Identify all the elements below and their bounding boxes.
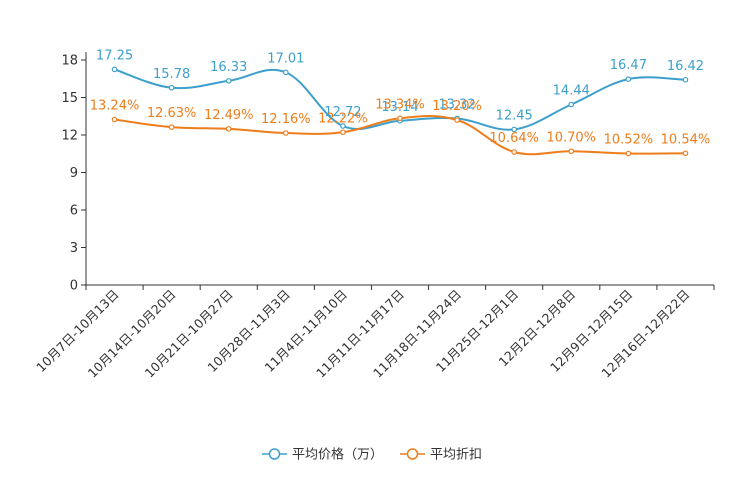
data-label: 16.42 [667, 59, 704, 74]
y-tick-label: 15 [61, 91, 78, 106]
data-label: 10.52% [604, 133, 654, 148]
data-point[interactable] [511, 149, 517, 155]
data-label: 13.20% [432, 99, 482, 114]
data-point[interactable] [283, 130, 289, 136]
data-label: 12.63% [147, 106, 197, 121]
data-point[interactable] [568, 148, 575, 155]
y-tick-label: 9 [70, 166, 78, 181]
data-point[interactable] [225, 126, 232, 132]
data-label: 17.01 [267, 51, 304, 66]
legend-marker [268, 448, 281, 460]
axes [85, 52, 715, 290]
legend[interactable]: 平均价格（万） 平均折扣 [262, 447, 482, 463]
y-tick-label: 0 [70, 279, 78, 294]
data-labels: 17.25 15.78 16.33 17.01 12.72 13.14 13.32 12.45… [90, 48, 710, 147]
data-label: 15.78 [153, 67, 190, 82]
data-label: 10.70% [546, 130, 596, 145]
data-point[interactable] [225, 78, 232, 84]
data-label: 12.45 [496, 108, 533, 123]
data-label: 12.72 [324, 105, 361, 120]
data-label: 12.49% [204, 108, 254, 123]
legend-item-1[interactable]: 平均折扣 [400, 448, 482, 463]
data-point[interactable] [682, 150, 689, 157]
data-label: 12.22% [318, 111, 368, 126]
data-label: 14.44 [553, 84, 590, 99]
data-point[interactable] [397, 115, 403, 122]
data-label: 16.33 [210, 60, 247, 75]
y-axis-ticks: 0 3 6 9 12 15 18 [61, 54, 86, 294]
y-tick-label: 3 [70, 241, 78, 256]
series-lines [111, 66, 689, 157]
y-tick-label: 6 [70, 204, 78, 219]
data-point[interactable] [568, 101, 575, 108]
data-point[interactable] [340, 129, 346, 136]
data-point[interactable] [283, 69, 289, 76]
y-tick-label: 18 [61, 54, 78, 69]
data-point[interactable] [111, 66, 118, 73]
data-label: 12.16% [261, 112, 311, 127]
data-label: 16.47 [610, 58, 647, 73]
data-point[interactable] [340, 123, 346, 129]
data-point[interactable] [682, 76, 689, 83]
legend-marker [406, 448, 419, 460]
x-axis-labels: 10月7日-10月13日10月14日-10月20日10月21日-10月27日10… [33, 287, 692, 381]
data-point[interactable] [168, 84, 175, 91]
data-point[interactable] [511, 126, 517, 133]
data-label: 13.24% [90, 99, 140, 114]
data-label: 13.14 [381, 100, 418, 115]
data-label: 10.64% [489, 131, 539, 146]
data-point[interactable] [454, 117, 460, 123]
data-label: 10.54% [661, 132, 711, 147]
data-label: 13.34% [375, 97, 425, 112]
legend-item-0[interactable]: 平均价格（万） [262, 447, 383, 463]
data-point[interactable] [625, 150, 632, 157]
legend-label: 平均价格（万） [292, 447, 383, 463]
legend-label: 平均折扣 [430, 448, 482, 463]
data-point[interactable] [625, 76, 632, 82]
y-tick-label: 12 [61, 129, 78, 144]
data-point[interactable] [111, 116, 118, 123]
data-label: 13.32 [438, 98, 475, 113]
data-label: 17.25 [96, 48, 133, 63]
data-point[interactable] [168, 124, 175, 130]
